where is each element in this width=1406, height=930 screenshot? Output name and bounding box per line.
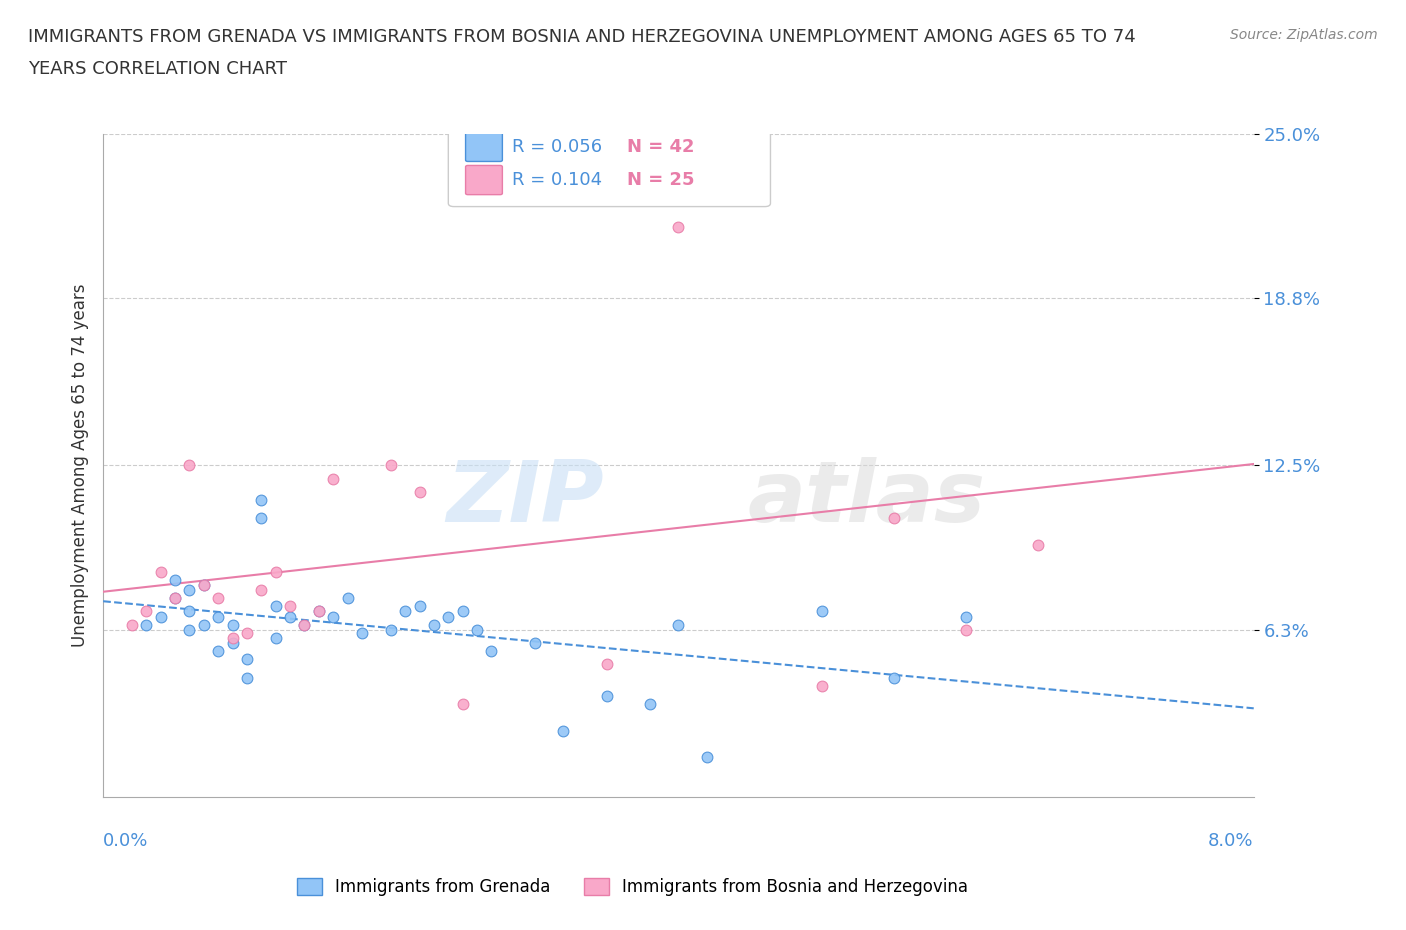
Text: R = 0.056: R = 0.056 <box>512 138 602 156</box>
Point <box>1026 538 1049 552</box>
Point <box>394 604 416 618</box>
Point <box>308 604 330 618</box>
Text: YEARS CORRELATION CHART: YEARS CORRELATION CHART <box>28 60 287 78</box>
Point <box>336 591 359 605</box>
Point <box>294 618 316 632</box>
Point <box>207 644 229 658</box>
FancyBboxPatch shape <box>465 132 502 162</box>
Point <box>135 618 157 632</box>
Point <box>179 622 201 637</box>
FancyBboxPatch shape <box>465 166 502 194</box>
Point <box>638 697 661 711</box>
Point <box>437 609 460 624</box>
Point <box>149 565 172 579</box>
Point <box>236 652 259 667</box>
Text: Source: ZipAtlas.com: Source: ZipAtlas.com <box>1230 28 1378 42</box>
Legend: Immigrants from Grenada, Immigrants from Bosnia and Herzegovina: Immigrants from Grenada, Immigrants from… <box>291 871 974 903</box>
Point <box>179 458 201 472</box>
Point <box>264 631 287 645</box>
Point <box>523 636 546 651</box>
Point <box>811 678 834 693</box>
Point <box>955 622 977 637</box>
Point <box>811 604 834 618</box>
Point <box>264 599 287 614</box>
Point <box>236 671 259 685</box>
Point <box>595 657 617 671</box>
Text: 0.0%: 0.0% <box>103 832 149 850</box>
Point <box>451 604 474 618</box>
Point <box>278 599 301 614</box>
Y-axis label: Unemployment Among Ages 65 to 74 years: Unemployment Among Ages 65 to 74 years <box>72 284 89 647</box>
Point <box>163 572 186 587</box>
Point <box>193 578 215 592</box>
Point <box>207 591 229 605</box>
Point <box>380 458 402 472</box>
Text: atlas: atlas <box>748 457 986 540</box>
Point <box>250 583 273 598</box>
Point <box>883 512 905 526</box>
Point <box>149 609 172 624</box>
Text: N = 42: N = 42 <box>627 138 695 156</box>
Point <box>221 636 243 651</box>
Point <box>121 618 143 632</box>
Point <box>264 565 287 579</box>
FancyBboxPatch shape <box>449 120 770 206</box>
Point <box>408 485 430 499</box>
Point <box>221 631 243 645</box>
Point <box>179 583 201 598</box>
Point <box>423 618 446 632</box>
Point <box>250 512 273 526</box>
Point <box>163 591 186 605</box>
Point <box>250 493 273 508</box>
Text: ZIP: ZIP <box>446 457 603 540</box>
Point <box>308 604 330 618</box>
Point <box>193 578 215 592</box>
Point <box>740 166 762 180</box>
Point <box>322 609 344 624</box>
Point <box>451 697 474 711</box>
Point <box>696 750 718 764</box>
Text: N = 25: N = 25 <box>627 171 695 189</box>
Text: IMMIGRANTS FROM GRENADA VS IMMIGRANTS FROM BOSNIA AND HERZEGOVINA UNEMPLOYMENT A: IMMIGRANTS FROM GRENADA VS IMMIGRANTS FR… <box>28 28 1136 46</box>
Point <box>668 618 690 632</box>
Point <box>236 625 259 640</box>
Point <box>179 604 201 618</box>
Point <box>481 644 503 658</box>
Text: R = 0.104: R = 0.104 <box>512 171 602 189</box>
Point <box>465 622 488 637</box>
Point <box>408 599 430 614</box>
Point <box>294 618 316 632</box>
Point <box>668 219 690 234</box>
Point <box>350 625 373 640</box>
Point <box>553 724 575 738</box>
Point <box>883 671 905 685</box>
Text: 8.0%: 8.0% <box>1208 832 1254 850</box>
Point <box>955 609 977 624</box>
Point <box>163 591 186 605</box>
Point <box>278 609 301 624</box>
Point <box>221 618 243 632</box>
Point <box>380 622 402 637</box>
Point <box>322 472 344 486</box>
Point <box>193 618 215 632</box>
Point <box>135 604 157 618</box>
Point <box>595 689 617 704</box>
Point <box>207 609 229 624</box>
